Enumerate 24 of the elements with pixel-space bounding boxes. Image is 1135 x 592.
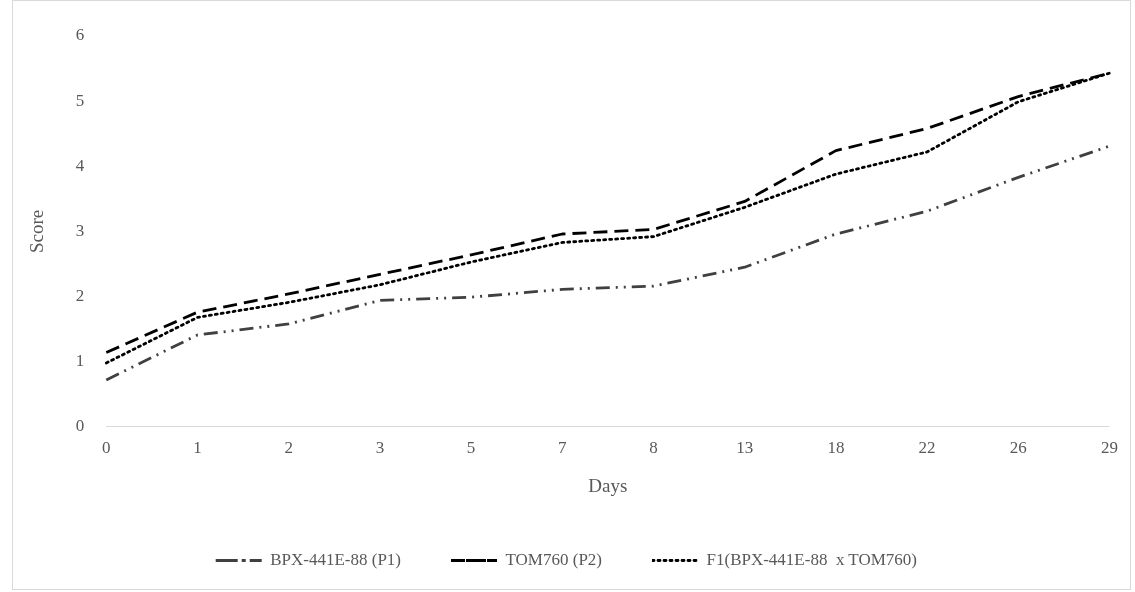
y-tick-label: 4: [75, 155, 85, 175]
y-tick-label: 5: [75, 90, 85, 110]
x-tick-label: 7: [558, 438, 568, 458]
y-axis-title: Score: [26, 209, 48, 254]
legend-label: BPX-441E-88 (P1): [270, 549, 402, 569]
x-tick-label: 13: [736, 438, 754, 458]
x-tick-label: 18: [827, 438, 845, 458]
legend-label: F1(BPX-441E-88 x TOM760): [706, 549, 917, 569]
x-tick-label: 2: [284, 438, 293, 458]
x-tick-label: 26: [1009, 438, 1027, 458]
legend-label: TOM760 (P2): [505, 549, 603, 569]
x-tick-label: 8: [649, 438, 658, 458]
x-tick-label: 3: [375, 438, 385, 458]
y-tick-label: 6: [75, 25, 85, 45]
y-tick-label: 1: [75, 351, 85, 371]
y-tick-label: 3: [75, 220, 85, 240]
x-tick-label: 1: [193, 438, 202, 458]
x-tick-label: 22: [918, 438, 936, 458]
y-tick-label: 2: [75, 286, 85, 305]
x-axis-title: Days: [588, 474, 628, 496]
x-tick-label: 5: [466, 438, 476, 458]
y-tick-label: 0: [75, 416, 85, 436]
x-tick-label: 0: [102, 438, 111, 458]
x-tick-label: 29: [1101, 438, 1118, 458]
